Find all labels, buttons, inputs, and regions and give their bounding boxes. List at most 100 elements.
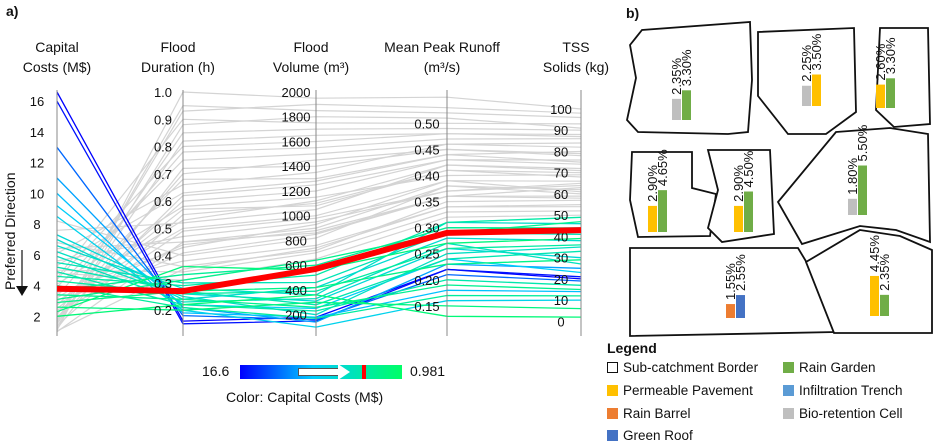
tick-label: 0.50 [414,116,439,131]
tick-label: 1000 [282,209,311,224]
legend-item: Rain Barrel [607,406,691,421]
tick-label: 0.40 [414,168,439,183]
subcatchment-border-1 [626,21,753,135]
tick-label: 1600 [282,134,311,149]
axis-title: Flood [293,39,328,55]
tick-label: 16 [30,94,44,109]
parallel-coordinates-chart: 2 4 6 8 10 12 14 16 Capital Costs (M$) 0.2 0.3 0.4 0.… [2,39,609,336]
lid-bar-label: 5.50% [855,124,870,161]
subcatchment-border-6 [776,127,931,246]
tick-label: 0.15 [414,299,439,314]
colorbar-marker [362,365,366,379]
tick-label: 0.20 [414,273,439,288]
lid-bar [812,74,821,106]
lid-bar [682,90,691,120]
legend-item: Green Roof [607,428,693,443]
lid-bar [880,294,889,316]
tick-label: 90 [554,123,568,138]
legend-label: Sub-catchment Border [623,360,759,375]
tick-label: 0.45 [414,142,439,157]
tick-label: 2000 [282,85,311,100]
tick-label: 200 [285,308,307,323]
tick-label: 70 [554,166,568,181]
legend-item: Infiltration Trench [783,383,903,398]
legend-label: Permeable Pavement [623,383,753,398]
legend-label: Infiltration Trench [799,383,903,398]
legend-label: Green Roof [623,428,693,443]
tick-label: 0.35 [414,195,439,210]
lid-bar [658,190,667,232]
axis-title: Mean Peak Runoff [384,39,500,55]
lid-bar [870,275,879,316]
axis-title: Capital [35,39,79,55]
axis-title: Solids (kg) [543,59,609,75]
subcatchment-border-8 [804,229,933,334]
axis-title: (m³/s) [424,59,461,75]
legend-swatch [783,362,794,373]
tick-label: 0.4 [154,249,172,264]
tick-label: 12 [30,156,44,171]
colorbar [240,364,402,380]
lid-bar [848,198,857,215]
subcatchment-border-2 [757,27,857,135]
lid-bar-label: 1.80% [845,157,860,194]
legend-item: Permeable Pavement [607,383,753,398]
colorbar-max-label: 0.981 [410,363,446,379]
tick-label: 2 [33,309,40,324]
subcatchment-border-4 [629,151,718,238]
lid-bar-label: 1.55% [723,263,738,300]
tick-label: 0.25 [414,247,439,262]
tick-label: 1400 [282,159,311,174]
tick-label: 0.5 [154,221,172,236]
tick-label: 4 [33,279,40,294]
tick-label: 0.6 [154,194,172,209]
tick-label: 8 [33,217,40,232]
legend-item: Rain Garden [783,360,876,375]
legend-label: Rain Barrel [623,406,691,421]
preferred-direction-label: Preferred Direction [2,173,18,291]
tick-label: 60 [554,187,568,202]
lid-bar [744,191,753,232]
legend-swatch [607,362,618,373]
tick-label: 20 [554,272,568,287]
tick-label: 0 [557,314,564,329]
lid-bar-label: 3.50% [809,33,824,70]
highlighted-solution-line [56,227,582,295]
lid-bar-label: 2.25% [799,44,814,81]
tick-label: 10 [554,293,568,308]
colorbar-caption: Color: Capital Costs (M$) [226,389,384,405]
legend-swatch [783,408,794,419]
tick-label: 400 [285,283,307,298]
lid-bar [672,98,681,120]
colorbar-arrow-icon [298,368,340,376]
legend-title: Legend [607,340,657,356]
tick-label: 0.7 [154,167,172,182]
lid-bar-label: 4.45% [867,235,882,272]
tick-label: 80 [554,144,568,159]
axis-title: Duration (h) [141,59,215,75]
tick-label: 800 [285,233,307,248]
legend-swatch [607,385,618,396]
axis-title: Flood [160,39,195,55]
lid-bar [734,205,743,232]
tick-label: 0.9 [154,112,172,127]
legend-swatch [607,430,618,441]
axis-title: TSS [562,39,589,55]
tick-label: 1.0 [154,85,172,100]
tick-label: 50 [554,208,568,223]
preferred-direction-arrowhead-icon [16,286,28,296]
subcatchment-map: 2.35%3.30% 2.25%3.50% 2.60%3.30%2.90%4.65%… [626,21,933,337]
legend-item: Sub-catchment Border [607,360,758,375]
lid-bar-label: 2.90% [645,165,660,202]
tick-label: 10 [30,186,44,201]
tick-label: 0.30 [414,221,439,236]
lid-bar [886,78,895,108]
colorbar-min-label: 16.6 [202,363,230,379]
axis-title: Volume (m³) [273,59,349,75]
tick-label: 1200 [282,184,311,199]
lid-bar [876,84,885,108]
panel-b-label: b) [626,5,640,21]
legend-label: Bio-retention Cell [799,406,903,421]
panel-a-label: a) [6,3,19,19]
legend-swatch [607,408,618,419]
